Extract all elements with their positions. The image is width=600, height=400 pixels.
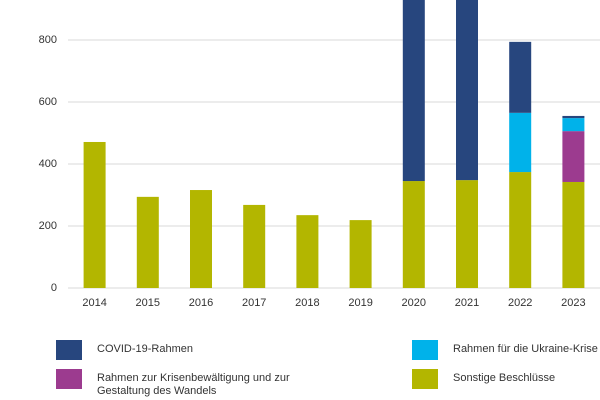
bar-segment xyxy=(243,204,266,288)
bar-segment xyxy=(562,115,585,119)
y-tick-label: 400 xyxy=(39,158,57,170)
bar-segment xyxy=(562,181,585,288)
y-tick-label: 600 xyxy=(39,96,57,108)
bar-segment xyxy=(456,0,478,181)
x-tick-label: 2018 xyxy=(295,297,319,309)
legend-label: Sonstige Beschlüsse xyxy=(453,372,556,384)
bar-segment xyxy=(83,141,106,288)
y-tick-label: 200 xyxy=(39,220,57,232)
legend-swatch xyxy=(56,369,82,389)
x-tick-label: 2016 xyxy=(189,297,213,309)
legend-item: COVID-19-Rahmen xyxy=(56,340,397,360)
bar-segment xyxy=(136,196,159,288)
bar-segment xyxy=(562,131,585,182)
legend-item: Sonstige Beschlüsse xyxy=(412,369,600,389)
bar-segment xyxy=(509,112,532,173)
bar-segment xyxy=(190,190,212,288)
legend-swatch xyxy=(412,369,438,389)
x-tick-label: 2014 xyxy=(82,297,106,309)
x-tick-label: 2021 xyxy=(455,297,479,309)
bar-segment xyxy=(402,181,425,288)
bar-segment xyxy=(456,180,478,288)
x-tick-label: 2022 xyxy=(508,297,532,309)
legend-item: Rahmen zur Krisenbewältigung und zur Ges… xyxy=(56,369,297,398)
legend-swatch xyxy=(56,340,82,360)
x-tick-label: 2020 xyxy=(402,297,426,309)
x-tick-label: 2019 xyxy=(348,297,372,309)
x-tick-label: 2023 xyxy=(561,297,585,309)
legend-label: Rahmen zur Krisenbewältigung und zur Ges… xyxy=(97,372,290,397)
legend-item: Rahmen für die Ukraine-Krise xyxy=(412,340,600,360)
chart: 0 200 400 600 800 2014 2015 2016 2017 2018 2019 202… xyxy=(39,0,600,309)
legend-label: COVID-19-Rahmen xyxy=(97,343,193,355)
bar-segment xyxy=(509,41,532,113)
legend-label: Rahmen für die Ukraine-Krise xyxy=(453,343,598,355)
y-tick-label: 0 xyxy=(51,282,57,294)
bar-segment xyxy=(402,0,425,182)
bar-segment xyxy=(562,118,585,132)
legend-swatch xyxy=(412,340,438,360)
bar-segment xyxy=(349,220,372,288)
x-tick-label: 2015 xyxy=(136,297,160,309)
bar-segment xyxy=(509,172,532,288)
y-tick-label: 800 xyxy=(39,34,57,46)
x-tick-label: 2017 xyxy=(242,297,266,309)
bar-segment xyxy=(296,215,319,288)
